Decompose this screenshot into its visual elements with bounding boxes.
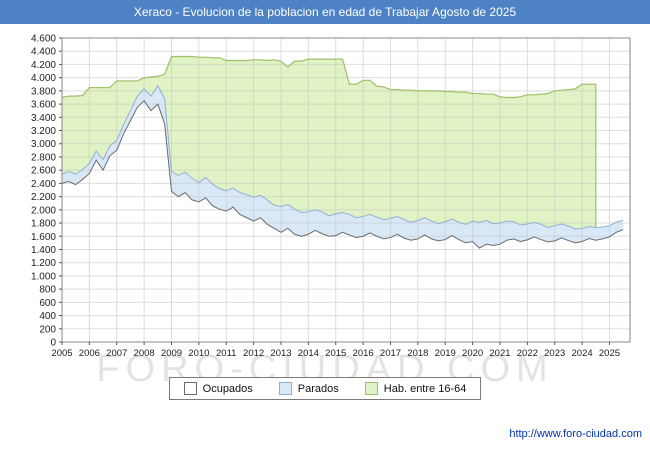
svg-text:4.000: 4.000 bbox=[31, 73, 56, 84]
svg-text:800: 800 bbox=[39, 285, 56, 296]
legend-label-ocupados: Ocupados bbox=[202, 382, 253, 395]
svg-text:400: 400 bbox=[39, 311, 56, 322]
svg-text:2021: 2021 bbox=[489, 348, 510, 359]
svg-text:2016: 2016 bbox=[353, 348, 374, 359]
svg-text:2010: 2010 bbox=[188, 348, 209, 359]
svg-text:1.000: 1.000 bbox=[31, 271, 56, 282]
legend-swatch-hab bbox=[364, 382, 378, 395]
chart-area: 0 200 400 600 800 1.000 1.200 1.400 1.600 1.800 2.… bbox=[0, 24, 650, 376]
svg-text:4.400: 4.400 bbox=[31, 47, 56, 58]
svg-text:2015: 2015 bbox=[325, 348, 346, 359]
svg-text:2.000: 2.000 bbox=[31, 205, 56, 216]
svg-text:3.400: 3.400 bbox=[31, 113, 56, 124]
svg-text:2022: 2022 bbox=[517, 348, 538, 359]
svg-text:2009: 2009 bbox=[161, 348, 182, 359]
svg-text:2019: 2019 bbox=[435, 348, 456, 359]
svg-text:0: 0 bbox=[50, 338, 56, 349]
legend-item-parados: Parados bbox=[278, 382, 339, 395]
svg-text:2013: 2013 bbox=[270, 348, 291, 359]
footer-link[interactable]: http://www.foro-ciudad.com bbox=[509, 428, 642, 440]
svg-text:1.800: 1.800 bbox=[31, 219, 56, 230]
population-chart: 0 200 400 600 800 1.000 1.200 1.400 1.600 1.800 2.… bbox=[31, 34, 631, 359]
legend-item-ocupados: Ocupados bbox=[183, 382, 253, 395]
svg-text:2017: 2017 bbox=[380, 348, 401, 359]
title-bar: Xeraco - Evolucion de la poblacion en ed… bbox=[0, 0, 650, 24]
svg-text:2025: 2025 bbox=[599, 348, 620, 359]
svg-text:3.200: 3.200 bbox=[31, 126, 56, 137]
svg-text:2023: 2023 bbox=[544, 348, 565, 359]
svg-text:2.800: 2.800 bbox=[31, 152, 56, 163]
svg-text:2024: 2024 bbox=[572, 348, 593, 359]
svg-text:2012: 2012 bbox=[243, 348, 264, 359]
svg-text:600: 600 bbox=[39, 298, 56, 309]
svg-text:2018: 2018 bbox=[407, 348, 428, 359]
svg-text:2008: 2008 bbox=[134, 348, 155, 359]
svg-text:1.400: 1.400 bbox=[31, 245, 56, 256]
svg-text:1.600: 1.600 bbox=[31, 232, 56, 243]
chart-legend: Ocupados Parados Hab. entre 16-64 bbox=[168, 377, 482, 400]
svg-text:2020: 2020 bbox=[462, 348, 483, 359]
svg-text:3.800: 3.800 bbox=[31, 86, 56, 97]
svg-text:4.200: 4.200 bbox=[31, 60, 56, 71]
svg-text:2.400: 2.400 bbox=[31, 179, 56, 190]
svg-text:2.200: 2.200 bbox=[31, 192, 56, 203]
legend-swatch-ocupados bbox=[183, 382, 197, 395]
svg-text:2007: 2007 bbox=[106, 348, 127, 359]
legend-label-hab: Hab. entre 16-64 bbox=[383, 382, 467, 395]
svg-text:2005: 2005 bbox=[51, 348, 72, 359]
svg-text:2006: 2006 bbox=[79, 348, 100, 359]
legend-item-hab: Hab. entre 16-64 bbox=[364, 382, 467, 395]
svg-text:200: 200 bbox=[39, 324, 56, 335]
svg-text:3.600: 3.600 bbox=[31, 100, 56, 111]
svg-text:1.200: 1.200 bbox=[31, 258, 56, 269]
chart-title: Xeraco - Evolucion de la poblacion en ed… bbox=[133, 5, 517, 19]
legend-swatch-parados bbox=[278, 382, 292, 395]
svg-text:2.600: 2.600 bbox=[31, 166, 56, 177]
svg-text:4.600: 4.600 bbox=[31, 34, 56, 45]
svg-text:3.000: 3.000 bbox=[31, 139, 56, 150]
svg-text:2011: 2011 bbox=[216, 348, 236, 359]
legend-row: Ocupados Parados Hab. entre 16-64 bbox=[0, 377, 650, 400]
svg-text:2014: 2014 bbox=[298, 348, 319, 359]
legend-label-parados: Parados bbox=[297, 382, 339, 395]
